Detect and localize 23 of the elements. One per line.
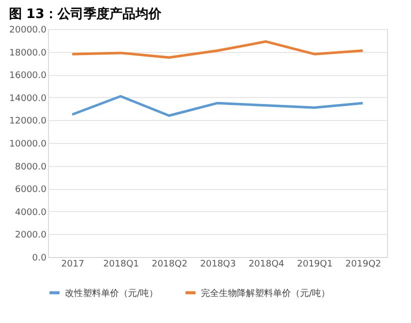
line-series	[70, 95, 364, 117]
y-tick-label: 12000.0	[9, 116, 47, 127]
y-tick-label: 20000.0	[9, 26, 47, 36]
y-tick-label: 8000.0	[15, 162, 47, 172]
x-tick-label: 2019Q1	[297, 260, 333, 270]
x-tick-label: 2019Q2	[345, 260, 382, 270]
y-tick-label: 16000.0	[9, 71, 47, 82]
legend-label: 完全生物降解塑料单价（元/吨）	[201, 288, 330, 299]
legend-label: 改性塑料单价（元/吨）	[65, 288, 158, 299]
chart-title: 图 13：公司季度产品均价	[8, 6, 162, 22]
y-tick-label: 18000.0	[9, 48, 47, 58]
y-tick-label: 6000.0	[15, 185, 47, 196]
x-tick-label: 2018Q4	[248, 260, 285, 270]
y-tick-label: 10000.0	[9, 140, 47, 150]
x-tick-label: 2018Q3	[200, 260, 236, 270]
y-tick-label: 4000.0	[15, 208, 47, 218]
x-tick-label: 2018Q1	[103, 260, 139, 270]
x-tick-label: 2018Q2	[152, 260, 188, 270]
line-series	[70, 40, 364, 59]
y-tick-label: 2000.0	[15, 230, 47, 241]
x-tick-label: 2017	[61, 260, 84, 270]
y-tick-label: 0.0	[32, 254, 47, 264]
y-tick-label: 14000.0	[9, 94, 47, 104]
